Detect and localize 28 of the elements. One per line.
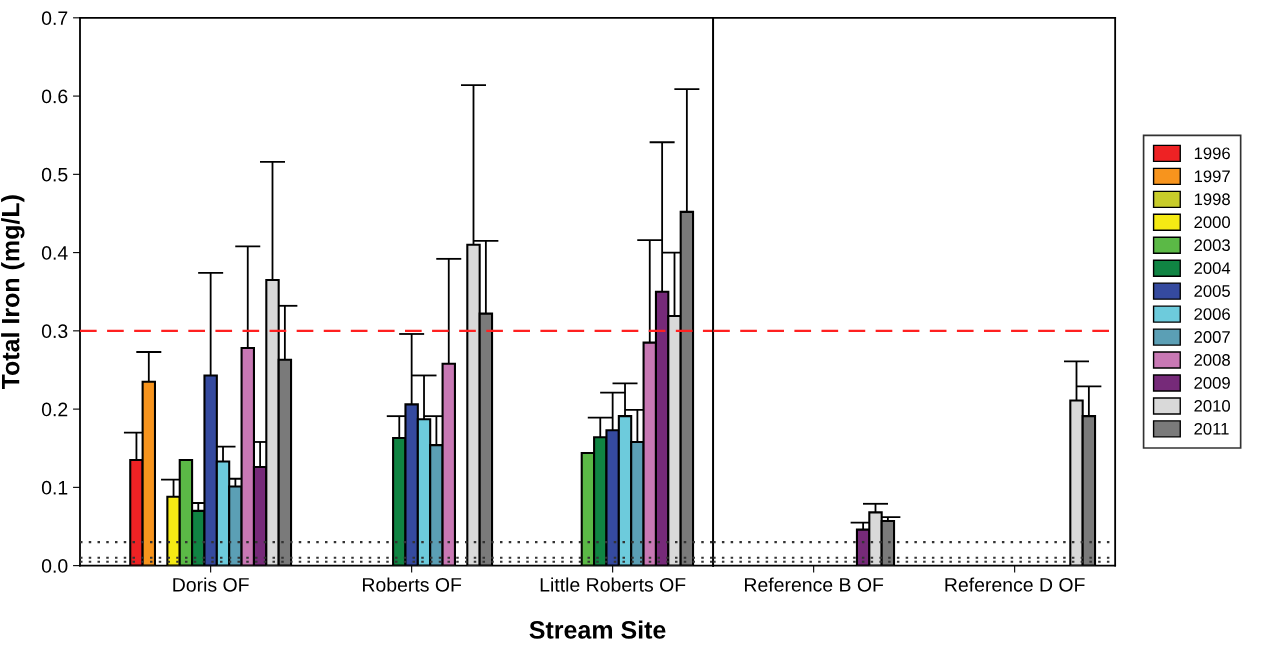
y-tick-label: 0.7 xyxy=(41,11,68,26)
y-tick-label: 0.0 xyxy=(41,559,68,573)
y-tick-label: 0.6 xyxy=(41,89,68,104)
x-tick-label: Little Roberts OF xyxy=(540,577,686,592)
legend-label: 1997 xyxy=(1194,170,1230,183)
legend-label: 2008 xyxy=(1194,354,1230,366)
y-tick-label: 0.2 xyxy=(41,402,68,417)
legend-label: 2007 xyxy=(1194,331,1230,343)
y-tick-label: 0.4 xyxy=(41,246,68,260)
legend-label: 2011 xyxy=(1194,422,1229,435)
legend-label: 1996 xyxy=(1194,147,1230,160)
x-tick-label: Reference B OF xyxy=(745,577,884,592)
legend-label: 2009 xyxy=(1194,377,1230,389)
legend-label: 2003 xyxy=(1194,239,1230,252)
x-tick-label: Doris OF xyxy=(173,577,249,592)
legend-label: 1998 xyxy=(1194,193,1230,206)
y-axis-title: Total Iron (mg/L) xyxy=(1,195,25,390)
x-axis-title: Stream Site xyxy=(529,620,666,639)
y-tick-label: 0.5 xyxy=(41,167,68,182)
x-tick-label: Reference D OF xyxy=(945,577,1085,592)
y-tick-label: 0.1 xyxy=(41,480,68,495)
legend-label: 2010 xyxy=(1194,399,1231,412)
x-tick-label: Roberts OF xyxy=(363,577,462,592)
legend-label: 2000 xyxy=(1194,216,1231,229)
legend-label: 2006 xyxy=(1194,308,1230,320)
legend-label: 2005 xyxy=(1194,285,1230,297)
y-tick-label: 0.3 xyxy=(41,324,68,339)
legend-label: 2004 xyxy=(1194,262,1231,275)
